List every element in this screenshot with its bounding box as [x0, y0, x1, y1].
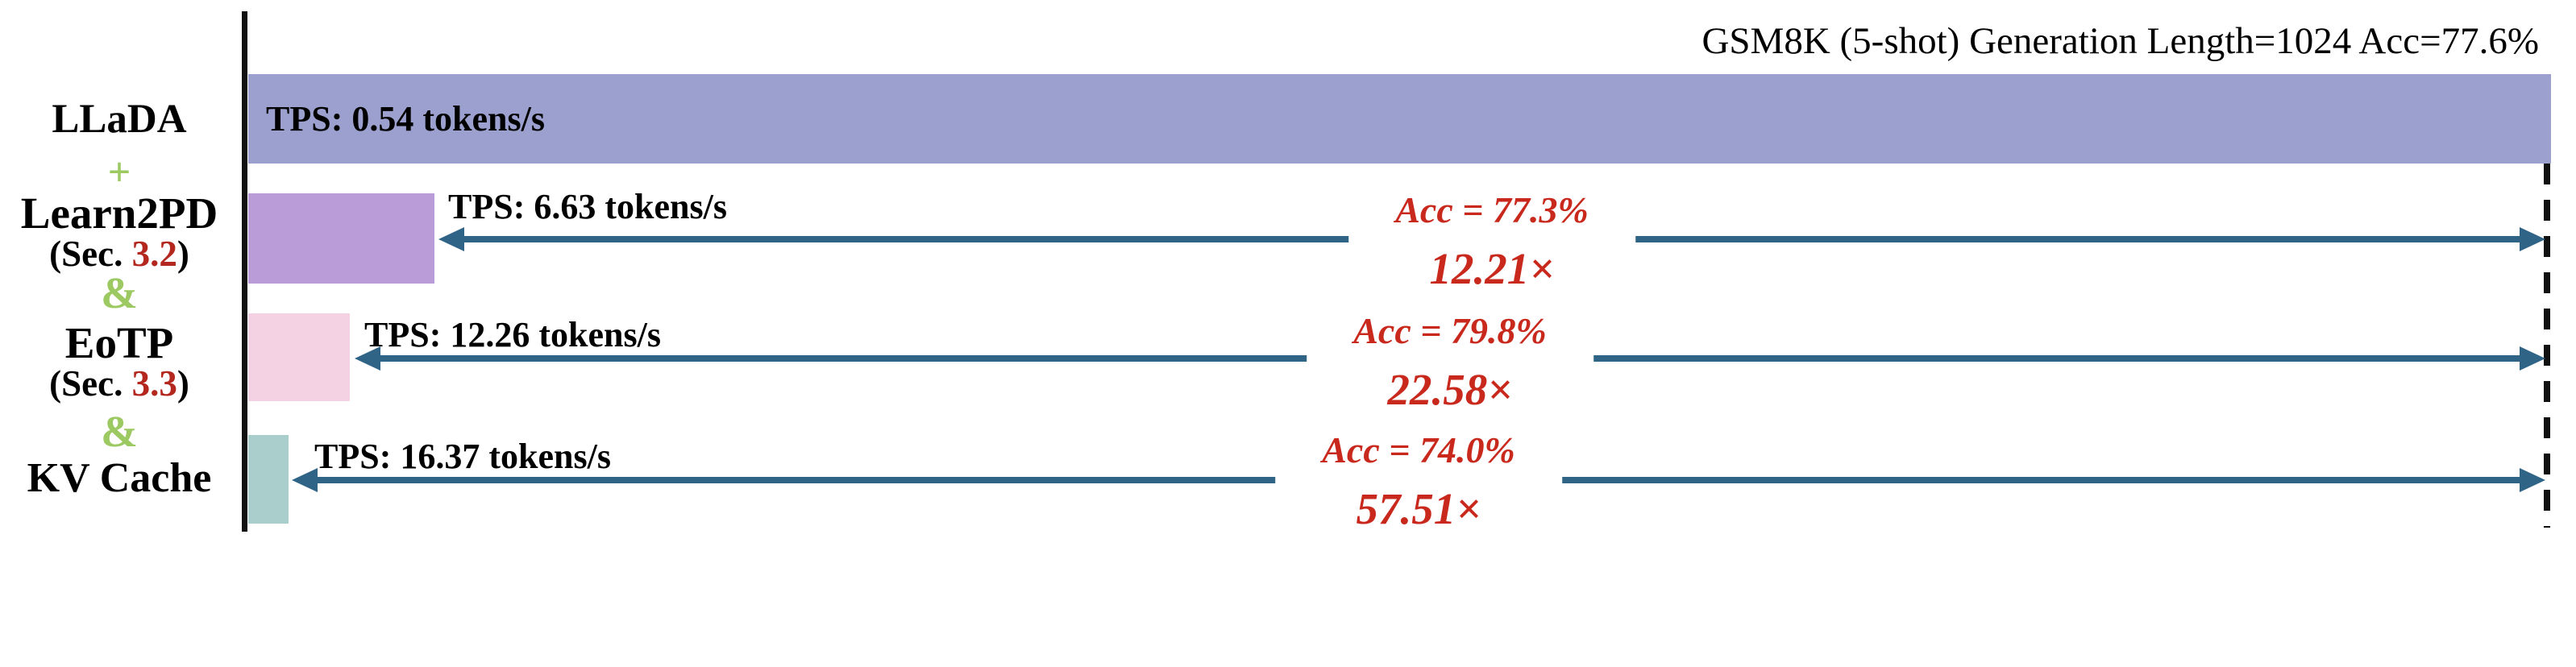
accuracy-annotation: Acc = 79.8%	[1353, 310, 1547, 351]
accuracy-annotation: Acc = 77.3%	[1395, 189, 1589, 230]
speedup-multiplier-annotation: 12.21×	[1429, 244, 1555, 293]
section-ref-close: )	[177, 363, 189, 404]
section-ref-close: )	[177, 234, 189, 274]
baseline-reference-dashed-line	[2544, 164, 2550, 528]
arrowhead-right-icon	[2520, 227, 2545, 251]
tps-label-llada: TPS: 0.54 tokens/s	[266, 99, 545, 139]
row-label-kv-cache: KV Cache	[27, 455, 212, 501]
speedup-multiplier-annotation: 22.58×	[1387, 365, 1513, 414]
accuracy-annotation: Acc = 74.0%	[1322, 429, 1515, 470]
section-ref-3-2: (Sec. 3.2)	[0, 236, 239, 272]
section-ref-open: (Sec.	[49, 234, 132, 274]
bar-eotp	[248, 313, 350, 401]
section-ref-open: (Sec.	[49, 363, 132, 404]
ampersand-connector-1: &	[101, 268, 138, 317]
tps-label-kv-cache: TPS: 16.37 tokens/s	[314, 437, 611, 476]
tps-label-learn2pd: TPS: 6.63 tokens/s	[448, 187, 727, 226]
annotation-eotp: Acc = 79.8% 22.58×	[1307, 309, 1593, 416]
section-ref-3-3: (Sec. 3.3)	[0, 366, 239, 402]
section-number-3-2: 3.2	[131, 234, 177, 274]
y-axis-line	[242, 11, 247, 532]
section-number-3-3: 3.3	[131, 363, 177, 404]
bar-llada-baseline	[248, 74, 2551, 164]
plus-connector-label: +	[107, 149, 131, 194]
ampersand-connector-2: &	[101, 407, 138, 456]
figure-title: GSM8K (5-shot) Generation Length=1024 Ac…	[1701, 20, 2539, 62]
speedup-multiplier-annotation: 57.51×	[1356, 484, 1481, 533]
arrowhead-right-icon	[2520, 468, 2545, 492]
row-label-learn2pd: Learn2PD	[20, 188, 218, 238]
row-label-eotp: EoTP	[64, 318, 174, 367]
annotation-kv-cache: Acc = 74.0% 57.51×	[1275, 429, 1562, 535]
bar-learn2pd	[248, 193, 434, 284]
annotation-learn2pd: Acc = 77.3% 12.21×	[1348, 188, 1635, 295]
row-label-llada: LLaDA	[52, 97, 187, 142]
tps-label-eotp: TPS: 12.26 tokens/s	[364, 315, 661, 354]
bar-kv-cache	[248, 435, 289, 524]
arrowhead-right-icon	[2520, 346, 2545, 371]
